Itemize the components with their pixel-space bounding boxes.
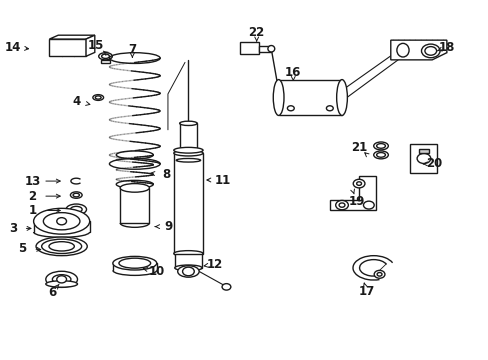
Ellipse shape	[376, 153, 385, 157]
Ellipse shape	[52, 275, 71, 284]
Circle shape	[363, 201, 373, 209]
Ellipse shape	[179, 151, 197, 155]
Ellipse shape	[34, 208, 89, 234]
Ellipse shape	[93, 95, 103, 100]
Ellipse shape	[173, 147, 203, 153]
Circle shape	[338, 203, 344, 207]
Ellipse shape	[273, 80, 284, 116]
Ellipse shape	[73, 193, 79, 197]
Text: 6: 6	[48, 287, 56, 300]
Ellipse shape	[267, 45, 274, 52]
Ellipse shape	[396, 43, 408, 57]
Ellipse shape	[373, 142, 387, 150]
Text: 13: 13	[24, 175, 41, 188]
Ellipse shape	[174, 265, 202, 271]
Ellipse shape	[66, 204, 86, 215]
Text: 14: 14	[5, 41, 21, 54]
Ellipse shape	[373, 151, 387, 159]
Circle shape	[182, 267, 194, 276]
Ellipse shape	[36, 237, 87, 256]
Bar	[174, 253, 202, 268]
Ellipse shape	[120, 184, 149, 192]
Ellipse shape	[46, 271, 77, 287]
Text: 20: 20	[426, 157, 442, 170]
Circle shape	[356, 182, 361, 185]
Circle shape	[57, 276, 66, 283]
Circle shape	[57, 218, 66, 225]
Text: 16: 16	[285, 66, 301, 79]
Circle shape	[352, 179, 364, 188]
Circle shape	[222, 284, 230, 290]
Polygon shape	[329, 176, 375, 211]
Ellipse shape	[49, 242, 74, 251]
Text: 4: 4	[72, 95, 80, 108]
Text: 17: 17	[358, 285, 374, 298]
Circle shape	[424, 46, 436, 55]
Bar	[259, 45, 271, 52]
Circle shape	[376, 273, 381, 276]
Text: 18: 18	[438, 41, 454, 54]
Ellipse shape	[173, 251, 203, 256]
Text: 11: 11	[214, 174, 230, 186]
Bar	[418, 149, 428, 153]
Text: 21: 21	[350, 141, 366, 154]
Text: 3: 3	[9, 222, 17, 235]
Text: 2: 2	[28, 190, 37, 203]
Ellipse shape	[43, 213, 80, 230]
Bar	[179, 123, 197, 153]
Circle shape	[335, 201, 347, 210]
Polygon shape	[86, 35, 95, 56]
Ellipse shape	[119, 258, 150, 268]
Polygon shape	[49, 39, 86, 56]
Text: 19: 19	[348, 195, 364, 208]
Circle shape	[373, 270, 384, 278]
Text: 8: 8	[162, 168, 170, 181]
Ellipse shape	[113, 256, 157, 270]
Polygon shape	[239, 42, 259, 54]
Ellipse shape	[41, 239, 81, 253]
Ellipse shape	[421, 44, 439, 58]
Text: 12: 12	[207, 258, 223, 271]
Ellipse shape	[95, 96, 101, 99]
Text: 5: 5	[19, 242, 27, 255]
Circle shape	[287, 106, 294, 111]
Polygon shape	[49, 35, 95, 39]
Circle shape	[326, 106, 332, 111]
Ellipse shape	[179, 121, 197, 126]
Bar	[120, 188, 149, 223]
Bar	[278, 80, 341, 116]
Ellipse shape	[336, 80, 346, 116]
Text: 22: 22	[248, 27, 264, 40]
Ellipse shape	[70, 192, 82, 198]
Text: 10: 10	[148, 265, 164, 278]
Polygon shape	[409, 144, 436, 173]
Text: 1: 1	[28, 204, 37, 217]
Text: 9: 9	[164, 220, 173, 233]
Ellipse shape	[99, 53, 112, 60]
Polygon shape	[390, 40, 446, 60]
Ellipse shape	[376, 144, 385, 148]
Circle shape	[416, 153, 430, 163]
Ellipse shape	[70, 206, 82, 212]
Ellipse shape	[173, 150, 203, 156]
Ellipse shape	[46, 281, 77, 287]
Text: 15: 15	[87, 39, 104, 52]
Text: 7: 7	[128, 42, 136, 55]
Ellipse shape	[177, 266, 199, 277]
Ellipse shape	[102, 54, 109, 58]
Bar	[173, 153, 203, 253]
Bar	[101, 60, 110, 63]
